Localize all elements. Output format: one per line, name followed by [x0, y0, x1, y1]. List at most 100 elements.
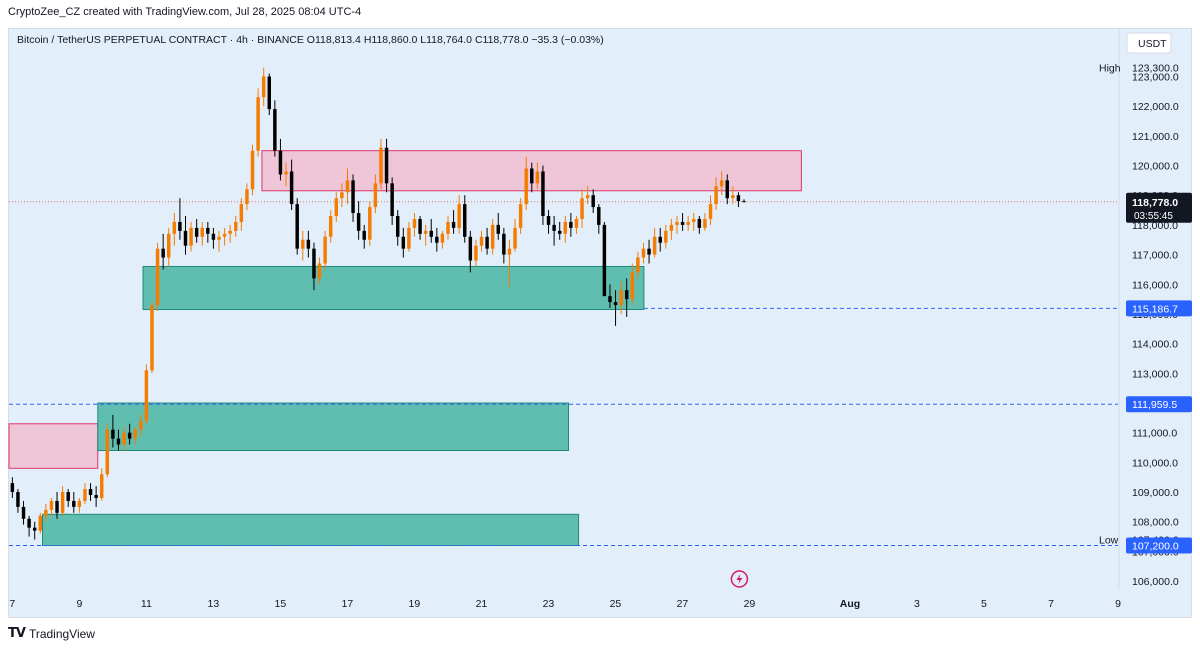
candle-body: [714, 186, 718, 205]
candle-body: [211, 233, 216, 240]
author-line: CryptoZee_CZ created with TradingView.co…: [8, 6, 362, 18]
candle-body: [183, 230, 188, 246]
x-tick-label: 29: [744, 598, 756, 610]
candle-body: [647, 248, 651, 255]
candle-body: [38, 515, 43, 531]
candle-body: [423, 230, 428, 234]
candle-body: [446, 221, 450, 234]
candle-body: [719, 180, 724, 187]
candle-body: [390, 183, 394, 216]
candle-body: [440, 233, 445, 243]
candle-body: [116, 438, 121, 445]
price-label-box: [1126, 537, 1192, 554]
candle-body: [256, 97, 260, 151]
candle-body: [94, 495, 98, 498]
y-tick-label: 114,000.0: [1132, 339, 1178, 351]
candle-body: [541, 171, 545, 216]
candle-body: [161, 248, 165, 258]
y-tick-label: 109,000.0: [1132, 487, 1179, 499]
candle-body: [731, 195, 735, 199]
candle-body: [535, 171, 540, 184]
x-tick-label: 11: [141, 598, 152, 610]
supply-zone-1: [8, 423, 99, 469]
lightning-bolt: [736, 574, 743, 584]
candle-body: [250, 150, 255, 190]
candle-body: [563, 221, 568, 234]
candle-body: [295, 204, 299, 249]
last-price-box: [1126, 192, 1192, 223]
candle-body: [328, 216, 333, 237]
candle-body: [362, 230, 366, 240]
x-tick-label: 25: [610, 598, 622, 610]
x-tick-label: 3: [914, 598, 920, 610]
candle-body: [708, 204, 713, 219]
x-tick-label: 7: [9, 598, 15, 610]
y-tick-label: 108,000.0: [1132, 517, 1179, 529]
price-tag-high: High: [1099, 63, 1121, 75]
candle-body: [697, 218, 702, 228]
candle-body: [669, 224, 674, 231]
candle-body: [479, 236, 484, 246]
candle-body: [624, 290, 629, 300]
candle-body: [172, 221, 177, 234]
candle-body: [77, 500, 82, 507]
candle-body: [105, 429, 110, 475]
candle-body: [401, 236, 406, 249]
y-tick-label: 116,000.0: [1132, 279, 1178, 291]
demand-zone-3: [97, 402, 570, 451]
candle-body: [513, 227, 517, 249]
price-label-box: [1126, 396, 1192, 413]
candle-body: [435, 236, 439, 243]
candle-body: [546, 216, 551, 225]
candle-body: [407, 227, 411, 249]
candle-body: [457, 204, 461, 228]
candle-body: [222, 233, 227, 237]
candle-body: [234, 221, 238, 231]
candle-body: [189, 227, 193, 246]
candle-body: [664, 230, 668, 243]
candle-body: [703, 218, 707, 228]
price-label-value: 111,959.5: [1132, 399, 1177, 411]
candle-body: [485, 236, 489, 249]
tradingview-logo-icon: TV: [8, 626, 26, 641]
candle-body: [217, 236, 221, 240]
brand-name: TradingView: [28, 626, 95, 641]
y-tick-label: 113,000.0: [1132, 368, 1178, 380]
candle-body: [351, 180, 355, 214]
y-tick-label: 120,000.0: [1132, 161, 1179, 173]
x-tick-label: 5: [981, 598, 987, 610]
countdown-value: 03:55:45: [1134, 211, 1173, 222]
candle-body: [463, 204, 467, 237]
candle-body: [88, 489, 93, 496]
candle-body: [306, 239, 311, 249]
candle-body: [608, 296, 612, 303]
candle-body: [245, 189, 249, 205]
candle-body: [630, 272, 635, 300]
candle-body: [21, 506, 26, 519]
price-label-value: 115,186.7: [1132, 303, 1178, 315]
candle-body: [569, 221, 573, 228]
candle-body: [267, 76, 272, 110]
candle-body: [384, 147, 389, 184]
candle-body: [60, 492, 65, 513]
candle-body: [468, 236, 473, 261]
candle-body: [49, 500, 54, 510]
y-tick-label: 118,000.0: [1132, 220, 1178, 232]
x-tick-label: 21: [476, 598, 488, 610]
candle-body: [490, 224, 495, 249]
symbol-info: Bitcoin / TetherUS PERPETUAL CONTRACT · …: [17, 34, 604, 46]
candle-body: [474, 245, 478, 261]
y-tick-label: 111,000.0: [1132, 428, 1177, 440]
candle-body: [261, 76, 266, 98]
candle-body: [585, 195, 590, 199]
x-tick-label: 9: [76, 598, 82, 610]
candle-body: [524, 168, 528, 205]
demand-zone-4: [42, 513, 580, 546]
candle-body: [680, 221, 685, 225]
y-tick-label: 123,000.0: [1132, 71, 1179, 83]
x-tick-label: Aug: [840, 598, 860, 610]
candle-body: [636, 257, 640, 273]
candle-body: [16, 492, 20, 507]
candle-body: [496, 224, 500, 234]
